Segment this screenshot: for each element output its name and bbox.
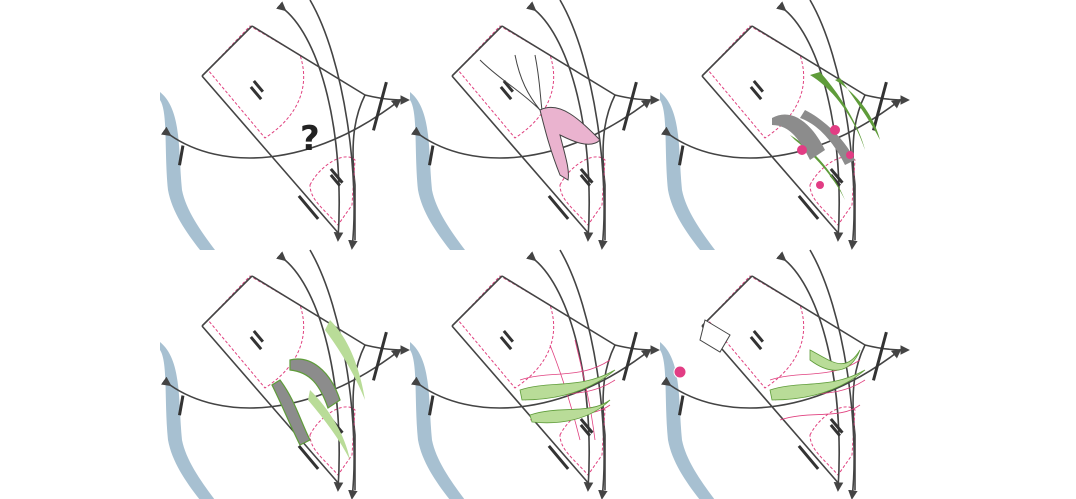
panel-3: [660, 0, 908, 250]
panel-6: [660, 250, 908, 499]
gray-route-2: [271, 379, 311, 446]
pink-node: [673, 365, 687, 379]
panel-2: [410, 0, 658, 250]
pink-zone: [539, 106, 601, 181]
panel-5: [410, 250, 658, 499]
small-building: [699, 319, 731, 353]
light-green-band-2: [308, 390, 350, 460]
light-green-band: [325, 320, 365, 400]
creek-lines: [479, 54, 543, 111]
panel-4: [160, 250, 408, 499]
green-bands: [519, 369, 616, 401]
panel-1: ?: [160, 0, 408, 250]
question-mark: ?: [300, 119, 320, 159]
gray-route: [289, 358, 341, 409]
